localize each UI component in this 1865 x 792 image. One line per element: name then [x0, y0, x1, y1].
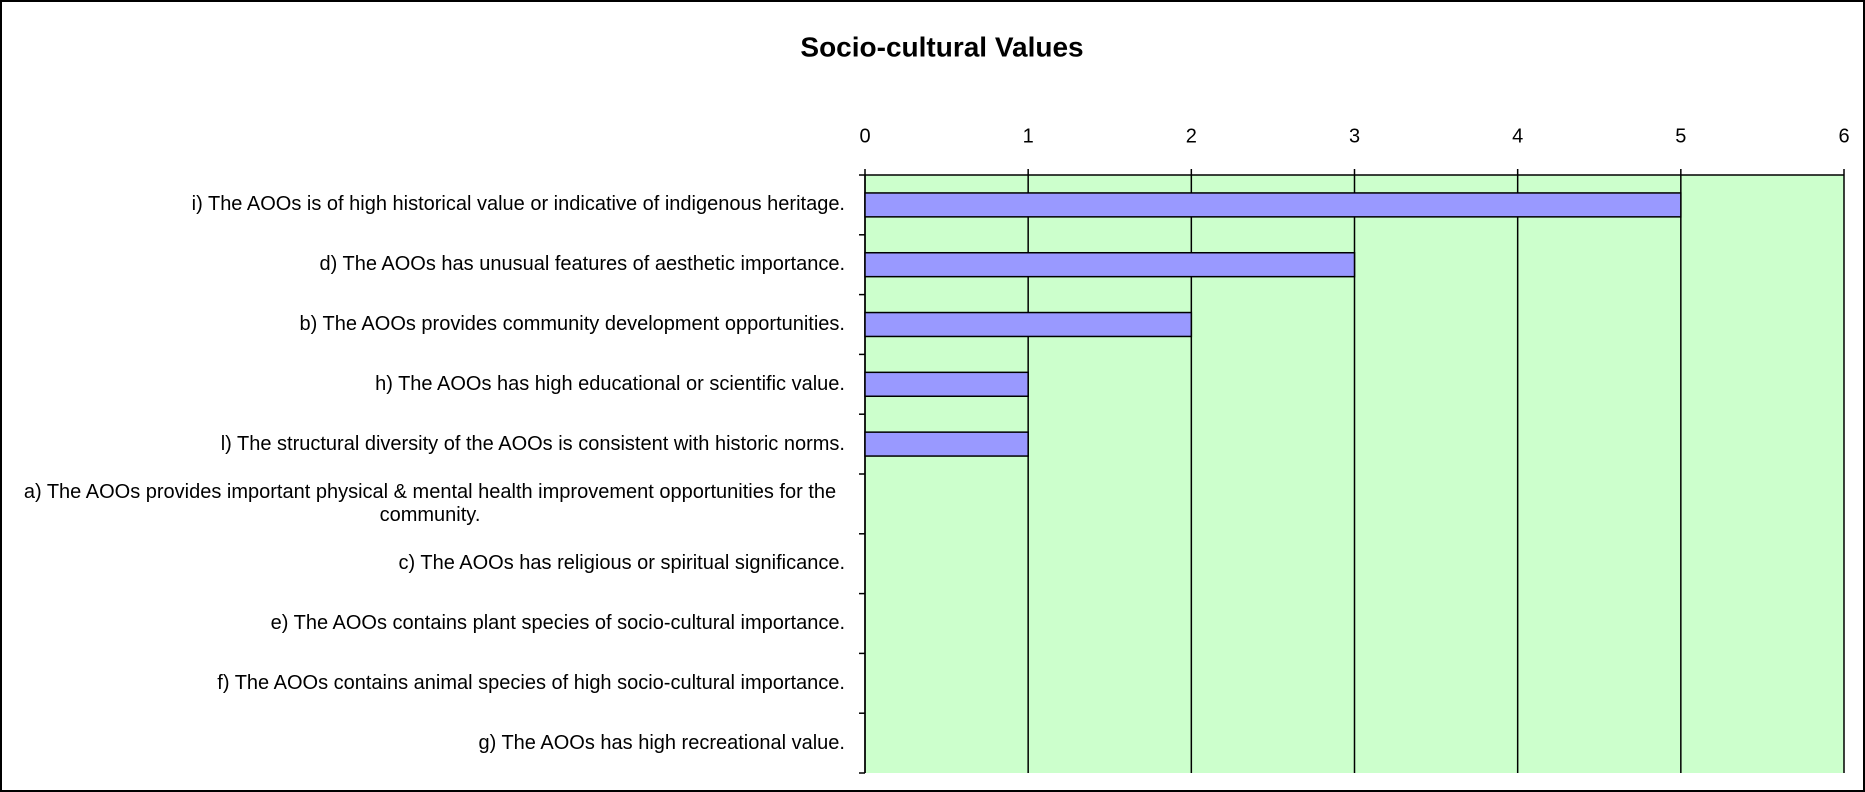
x-tick-label: 5 [1675, 125, 1686, 147]
y-tick-label: c) The AOOs has religious or spiritual s… [15, 534, 846, 594]
category-text: c) The AOOs has religious or spiritual s… [398, 552, 846, 575]
category-text: a) The AOOs provides important physical … [23, 480, 837, 526]
x-tick-label: 0 [859, 125, 870, 147]
category-text: g) The AOOs has high recreational value. [478, 731, 845, 754]
category-text: f) The AOOs contains animal species of h… [217, 671, 845, 694]
category-text: b) The AOOs provides community developme… [299, 312, 845, 335]
x-tick-label: 3 [1349, 125, 1360, 147]
bar [864, 251, 1356, 278]
y-tick-label: g) The AOOs has high recreational value. [15, 713, 845, 773]
category-text: e) The AOOs contains plant species of so… [270, 611, 845, 634]
bar [864, 192, 1682, 218]
y-tick-label: d) The AOOs has unusual features of aest… [15, 235, 845, 295]
x-tick-label: 1 [1023, 125, 1034, 147]
y-tick-label: i) The AOOs is of high historical value … [15, 175, 845, 235]
y-tick-label: b) The AOOs provides community developme… [15, 295, 845, 355]
y-tick-label: f) The AOOs contains animal species of h… [15, 653, 845, 713]
category-text: i) The AOOs is of high historical value … [191, 193, 845, 216]
y-tick-label: h) The AOOs has high educational or scie… [15, 354, 845, 414]
x-tick-label: 6 [1838, 125, 1849, 147]
x-tick-label: 4 [1512, 125, 1523, 147]
y-tick-label: a) The AOOs provides important physical … [15, 474, 845, 534]
bar [864, 371, 1029, 398]
y-tick-label: l) The structural diversity of the AOOs … [15, 414, 845, 474]
bar [864, 431, 1029, 457]
chart-title: Socio-cultural Values [800, 31, 1083, 62]
y-tick-label: e) The AOOs contains plant species of so… [15, 594, 845, 654]
category-text: l) The structural diversity of the AOOs … [220, 432, 845, 455]
category-text: d) The AOOs has unusual features of aest… [319, 253, 845, 276]
x-tick-label: 2 [1186, 125, 1197, 147]
category-text: h) The AOOs has high educational or scie… [375, 372, 845, 395]
bar [864, 311, 1193, 338]
